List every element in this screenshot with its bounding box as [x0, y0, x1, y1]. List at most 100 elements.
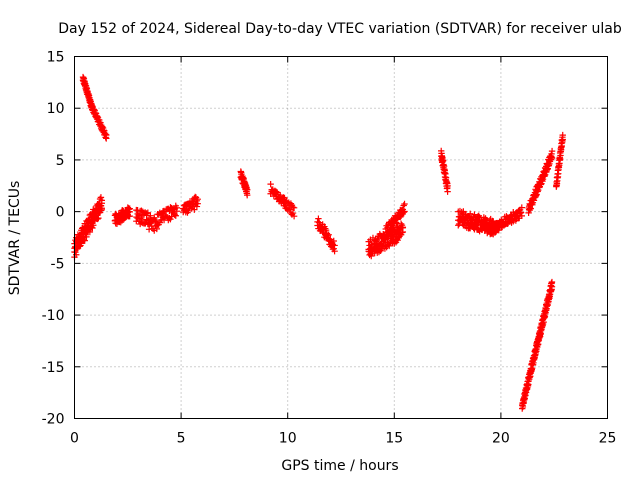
data-point — [378, 245, 385, 253]
data-point — [471, 211, 478, 218]
data-point — [385, 242, 393, 250]
series-arc-cluster-2h — [111, 204, 133, 227]
data-point — [396, 226, 403, 234]
data-point — [77, 231, 84, 239]
data-point — [394, 213, 401, 220]
data-point — [315, 215, 322, 222]
y-tick-label: -15 — [42, 360, 65, 376]
series-arc-cluster-3h — [133, 206, 160, 234]
data-point — [398, 206, 406, 214]
y-tick-label: -20 — [42, 412, 65, 428]
data-point — [243, 191, 251, 199]
data-point — [194, 195, 201, 203]
data-point — [161, 211, 169, 219]
data-point — [514, 210, 521, 218]
data-point — [94, 113, 101, 120]
data-point — [138, 215, 145, 223]
data-point — [99, 123, 106, 131]
x-tick-label: 25 — [599, 431, 617, 447]
data-point — [285, 205, 292, 212]
data-point — [173, 204, 181, 212]
data-point — [98, 197, 105, 204]
x-tick-label: 20 — [492, 431, 510, 447]
data-point — [281, 194, 288, 202]
data-point — [116, 212, 124, 219]
data-point — [382, 234, 389, 241]
chart-title: Day 152 of 2024, Sidereal Day-to-day VTE… — [58, 21, 622, 37]
y-tick-label: 0 — [56, 205, 65, 221]
data-point — [373, 238, 380, 245]
data-point — [325, 231, 332, 238]
data-points — [71, 73, 566, 412]
series-arc-11-12h — [314, 215, 338, 255]
series-arc-cluster-5h — [180, 193, 201, 216]
data-point — [331, 242, 338, 249]
series-arc-9-10h — [267, 180, 298, 220]
data-point — [393, 220, 401, 227]
data-point — [172, 212, 179, 219]
data-point — [517, 209, 525, 216]
data-point — [90, 106, 98, 113]
series-arc-early-rising-bundle — [71, 194, 105, 261]
data-point — [289, 209, 297, 217]
data-point — [401, 200, 408, 208]
data-point — [180, 205, 187, 212]
y-tick-label: -5 — [51, 256, 65, 272]
data-point — [331, 247, 338, 255]
data-point — [190, 198, 197, 205]
data-point — [488, 230, 496, 237]
data-point — [97, 194, 105, 201]
data-point — [171, 211, 178, 219]
data-point — [374, 236, 381, 244]
data-point — [88, 213, 95, 220]
gridlines — [74, 56, 608, 419]
data-point — [103, 131, 110, 139]
data-point — [444, 188, 451, 195]
data-point — [80, 226, 88, 234]
x-tick-label: 5 — [177, 431, 186, 447]
data-point — [136, 215, 144, 222]
data-point — [243, 186, 251, 193]
series-arc-17h — [438, 147, 451, 195]
data-point — [290, 212, 298, 220]
data-point — [393, 213, 401, 221]
data-point — [135, 212, 143, 219]
data-point — [466, 210, 474, 217]
data-point — [125, 206, 133, 213]
series-arc-8h — [237, 168, 251, 199]
data-point — [383, 233, 390, 240]
series-arc-15h-rise — [382, 200, 408, 241]
x-tick-label: 10 — [279, 431, 297, 447]
data-point — [455, 220, 463, 228]
data-point — [399, 206, 407, 213]
data-point — [479, 220, 487, 228]
data-point — [147, 212, 154, 219]
data-point — [193, 203, 201, 210]
y-axis-label: SDTVAR / TECUs — [7, 181, 23, 296]
x-tick-label: 15 — [385, 431, 403, 447]
data-point — [151, 214, 158, 221]
data-point — [82, 223, 89, 230]
data-point — [399, 224, 407, 231]
data-point — [267, 180, 274, 188]
y-tick-label: -10 — [42, 308, 65, 324]
data-point — [96, 200, 103, 208]
series-arc-cluster-4h — [154, 202, 181, 228]
data-point — [386, 228, 394, 236]
data-point — [559, 131, 566, 139]
series-arc-21-22h-rising — [525, 147, 556, 217]
x-axis-label: GPS time / hours — [281, 458, 398, 474]
y-tick-label: 5 — [56, 153, 65, 169]
data-point — [444, 182, 451, 190]
data-point — [143, 210, 150, 217]
data-point — [324, 232, 331, 240]
data-point — [88, 102, 96, 110]
data-point — [330, 237, 337, 245]
series-arc-late-high — [553, 131, 566, 190]
data-point — [518, 204, 525, 211]
data-point — [126, 205, 133, 212]
series-arc-22h-deep — [519, 278, 556, 412]
plot-frame — [74, 56, 608, 419]
series-arc-19-21h — [487, 204, 525, 238]
